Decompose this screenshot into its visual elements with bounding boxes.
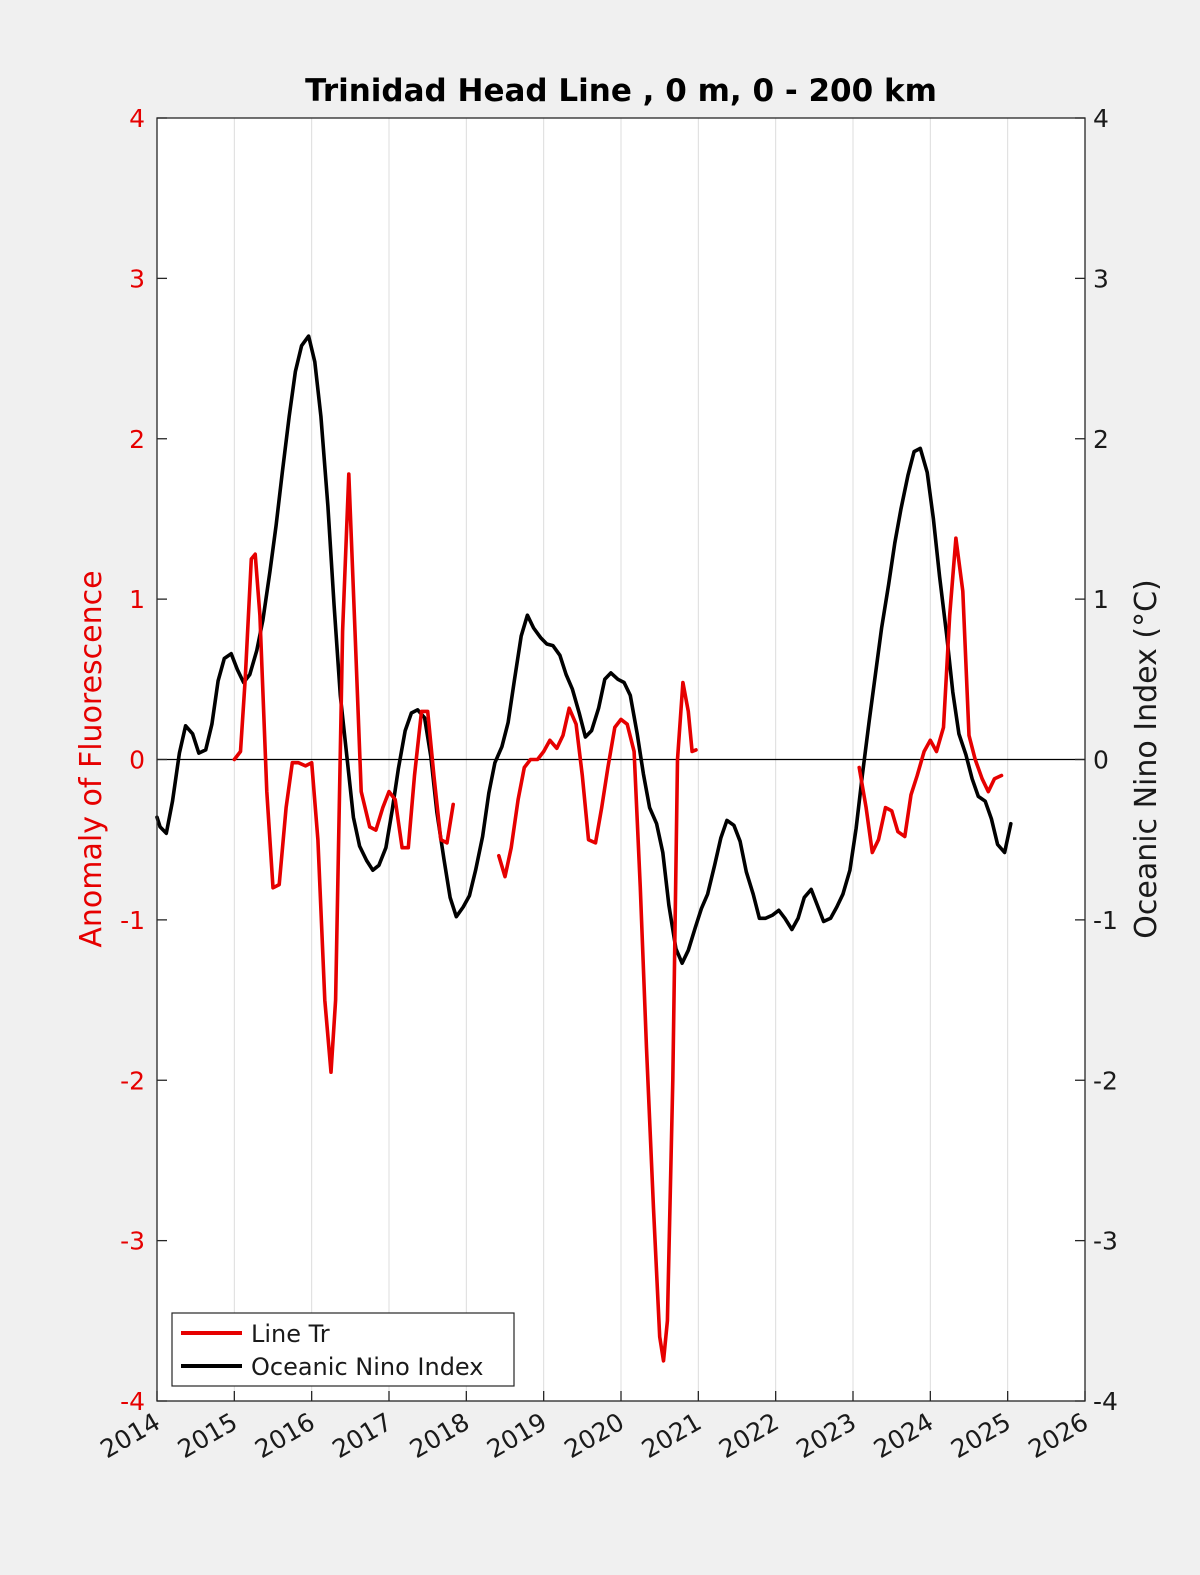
left-axis: 4 3 2 1 0 -1 -2 -3 -4 bbox=[120, 104, 167, 1416]
y-left-tick-label-1: 1 bbox=[129, 585, 145, 614]
y-left-tick-label-2: 2 bbox=[129, 425, 145, 454]
y-right-tick-label-0: 0 bbox=[1093, 746, 1109, 775]
x-tick-label-2017: 2017 bbox=[327, 1407, 397, 1464]
y-left-tick-label-4: 4 bbox=[129, 104, 145, 133]
x-tick-label-2020: 2020 bbox=[559, 1407, 629, 1464]
x-tick-label-2021: 2021 bbox=[637, 1407, 707, 1464]
x-tick-label-2016: 2016 bbox=[250, 1407, 320, 1464]
x-axis: 2014 2015 2016 2017 2018 2019 2020 2021 2022 2023… bbox=[95, 1391, 1093, 1464]
y-right-tick-label--4: -4 bbox=[1093, 1387, 1118, 1416]
x-tick-label-2015: 2015 bbox=[173, 1407, 243, 1464]
legend: Line Tr Oceanic Nino Index bbox=[171, 1312, 515, 1387]
y-left-tick-label--4: -4 bbox=[120, 1387, 145, 1416]
y-right-tick-label--2: -2 bbox=[1093, 1066, 1118, 1095]
y-right-tick-label--1: -1 bbox=[1093, 906, 1118, 935]
x-tick-label-2024: 2024 bbox=[869, 1407, 939, 1464]
y-right-tick-label-2: 2 bbox=[1093, 425, 1109, 454]
y-right-tick-label-3: 3 bbox=[1093, 264, 1109, 293]
legend-label-line-tr: Line Tr bbox=[251, 1320, 330, 1348]
right-axis: 4 3 2 1 0 -1 -2 -3 -4 bbox=[1075, 104, 1118, 1416]
y-left-tick-label--3: -3 bbox=[120, 1227, 145, 1256]
x-tick-label-2018: 2018 bbox=[405, 1407, 475, 1464]
y-right-tick-label-1: 1 bbox=[1093, 585, 1109, 614]
x-tick-label-2019: 2019 bbox=[482, 1407, 552, 1464]
y-right-tick-label-4: 4 bbox=[1093, 104, 1109, 133]
y-right-tick-label--3: -3 bbox=[1093, 1227, 1118, 1256]
x-tick-label-2025: 2025 bbox=[946, 1407, 1016, 1464]
y-axis-right-label: Oceanic Nino Index (°C) bbox=[1129, 579, 1164, 939]
legend-box bbox=[171, 1312, 515, 1387]
y-left-tick-label-3: 3 bbox=[129, 264, 145, 293]
y-axis-left-label: Anomaly of Fluorescence bbox=[74, 570, 109, 947]
series-line-tr-segment-2 bbox=[496, 680, 698, 1363]
chart-title: Trinidad Head Line , 0 m, 0 - 200 km bbox=[305, 73, 937, 109]
series-oceanic-nino-index-segment-1 bbox=[155, 334, 1013, 966]
y-left-tick-label-0: 0 bbox=[129, 746, 145, 775]
legend-label-oni: Oceanic Nino Index bbox=[251, 1353, 483, 1381]
series-layer bbox=[155, 334, 1013, 1363]
series-line-tr-segment-3 bbox=[857, 536, 1004, 855]
x-tick-label-2026: 2026 bbox=[1023, 1407, 1093, 1464]
series-line-tr-segment-1 bbox=[232, 472, 456, 1074]
y-left-tick-label--1: -1 bbox=[120, 906, 145, 935]
x-tick-label-2022: 2022 bbox=[714, 1407, 784, 1464]
x-tick-label-2023: 2023 bbox=[791, 1407, 861, 1464]
y-left-tick-label--2: -2 bbox=[120, 1066, 145, 1095]
